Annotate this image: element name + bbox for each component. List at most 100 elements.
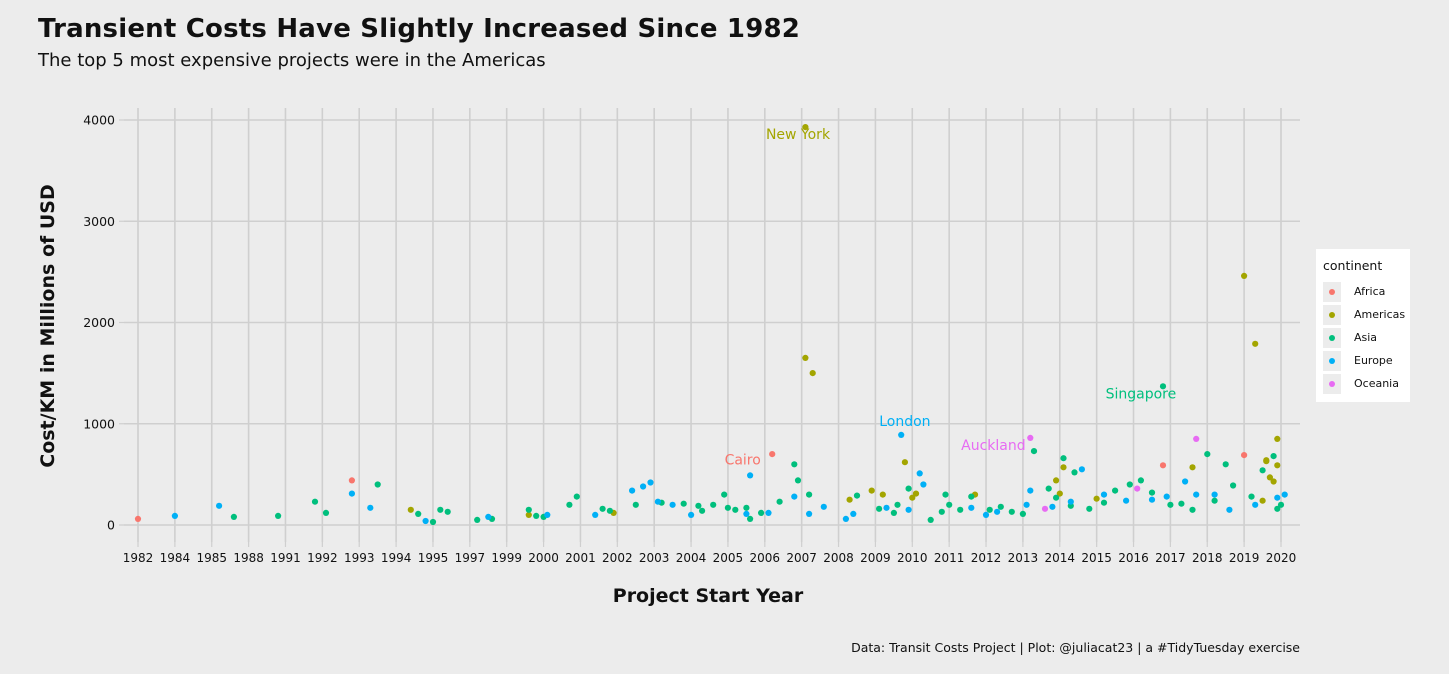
annotation-singapore: Singapore	[1106, 386, 1177, 402]
x-tick-label: 2002	[602, 551, 633, 565]
data-point-europe	[898, 431, 905, 438]
annotation-new-york: New York	[766, 127, 831, 143]
data-point-asia	[230, 513, 237, 521]
data-point-asia	[632, 501, 639, 508]
data-point-europe	[968, 504, 975, 511]
legend-label: Asia	[1354, 331, 1378, 344]
data-point-asia	[957, 506, 964, 513]
x-tick-label: 1985	[196, 551, 227, 565]
data-point-europe	[422, 517, 429, 525]
data-point-americas	[901, 459, 909, 466]
legend-title: continent	[1323, 258, 1383, 273]
data-point-asia	[853, 492, 861, 499]
data-point-asia	[794, 477, 802, 484]
legend-key	[1323, 282, 1341, 302]
data-point-americas	[809, 370, 816, 377]
x-tick-label: 1995	[418, 551, 449, 565]
data-point-europe	[905, 506, 912, 513]
x-tick-label: 2019	[1229, 551, 1260, 565]
legend-key	[1323, 374, 1341, 394]
data-point-americas	[1266, 474, 1273, 481]
data-point-asia	[1008, 508, 1015, 515]
x-tick-labels: 1982 1984 1985 1988 1991 1992 1993 1994 1995 1997…	[123, 551, 1297, 565]
data-point-europe	[1211, 491, 1218, 498]
data-point-europe	[485, 513, 492, 521]
legend-key	[1323, 305, 1341, 325]
x-axis-label: Project Start Year	[613, 585, 804, 607]
x-tick-label: 1991	[270, 551, 301, 565]
chart-subtitle: The top 5 most expensive projects were i…	[38, 50, 546, 71]
x-tick-label: 2011	[934, 551, 965, 565]
data-point-asia	[474, 516, 481, 524]
data-point-asia	[322, 509, 330, 516]
data-point-asia	[699, 507, 706, 514]
data-point-asia	[1053, 494, 1060, 501]
data-point-americas	[846, 496, 853, 503]
data-point-asia	[1126, 481, 1133, 488]
data-point-europe	[171, 512, 178, 520]
data-point-asia	[1178, 500, 1185, 507]
x-tick-label: 2013	[1008, 551, 1039, 565]
data-point-asia	[1222, 461, 1229, 468]
data-point-europe	[592, 511, 599, 518]
data-points	[134, 124, 1288, 526]
x-tick-label: 2012	[971, 551, 1002, 565]
data-point-asia	[1167, 501, 1174, 508]
data-point-asia	[997, 503, 1004, 510]
data-point-asia	[374, 481, 381, 488]
x-tick-label: 2003	[639, 551, 670, 565]
legend-dot-icon	[1329, 381, 1335, 387]
data-point-asia	[1086, 505, 1093, 512]
legend-dot-icon	[1329, 312, 1335, 318]
data-point-asia	[894, 501, 901, 508]
data-point-asia	[927, 516, 934, 524]
legend: continent Africa Americas Asia Europe Oceani…	[1316, 249, 1410, 402]
data-point-europe	[1281, 491, 1288, 498]
data-point-europe	[1182, 478, 1189, 485]
data-point-americas	[1274, 462, 1281, 469]
legend-item-asia: Asia	[1323, 328, 1407, 348]
data-point-asia	[1148, 489, 1156, 496]
data-point-americas	[1274, 435, 1281, 442]
data-point-americas	[1053, 477, 1060, 484]
data-point-europe	[1023, 501, 1030, 508]
data-point-americas	[1263, 458, 1270, 465]
data-point-asia	[876, 505, 883, 512]
plot-panel	[124, 108, 1300, 542]
data-point-europe	[1078, 466, 1085, 473]
data-point-europe	[647, 479, 654, 486]
legend-key	[1323, 328, 1341, 348]
caption: Data: Transit Costs Project | Plot: @jul…	[851, 640, 1300, 655]
data-point-americas	[912, 490, 920, 497]
data-point-europe	[850, 510, 857, 517]
data-point-europe	[1027, 487, 1034, 494]
data-point-asia	[275, 512, 282, 520]
data-point-asia	[606, 507, 614, 514]
data-point-europe	[1274, 494, 1281, 501]
data-point-asia	[946, 501, 953, 508]
data-point-europe	[1226, 506, 1233, 513]
y-tick-label: 0	[107, 518, 115, 533]
data-point-asia	[806, 491, 813, 498]
x-tick-label: 2004	[676, 551, 707, 565]
data-point-americas	[1270, 478, 1277, 485]
data-point-asia	[311, 498, 319, 505]
data-point-asia	[1159, 383, 1167, 390]
data-point-asia	[724, 504, 732, 511]
data-point-asia	[533, 512, 540, 520]
data-point-europe	[747, 472, 754, 479]
data-point-asia	[905, 485, 912, 492]
data-point-asia	[1230, 482, 1237, 489]
legend-dot-icon	[1329, 358, 1335, 364]
data-point-americas	[1056, 490, 1063, 497]
data-point-europe	[842, 515, 850, 523]
data-point-europe	[883, 504, 890, 511]
data-point-europe	[654, 498, 662, 505]
data-point-asia	[566, 501, 573, 508]
y-axis-label: Cost/KM in Millions of USD	[37, 184, 59, 468]
x-tick-label: 2000	[528, 551, 559, 565]
x-tick-label: 2015	[1081, 551, 1112, 565]
data-point-asia	[1060, 455, 1067, 462]
data-point-asia	[599, 505, 606, 512]
x-tick-label: 2009	[860, 551, 891, 565]
